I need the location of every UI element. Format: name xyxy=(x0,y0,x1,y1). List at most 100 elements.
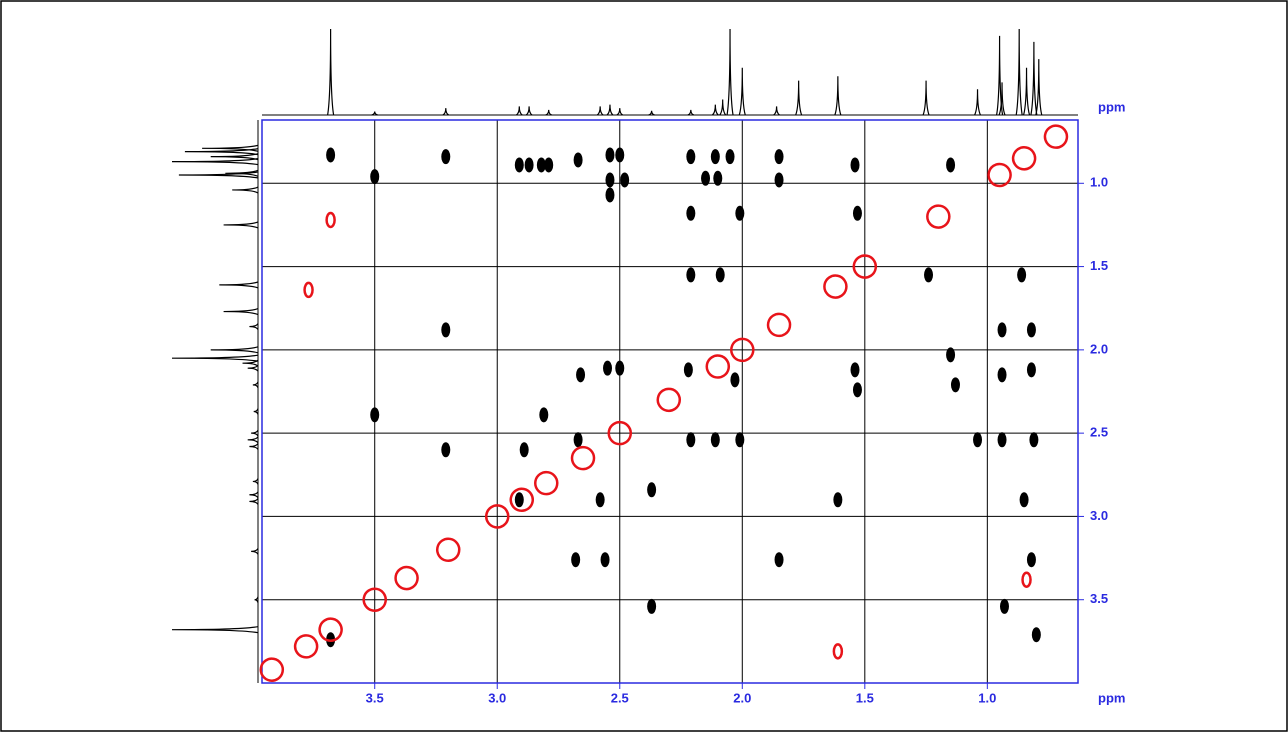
positive-peak xyxy=(1026,322,1036,338)
positive-peak xyxy=(950,377,960,393)
positive-peak xyxy=(1017,267,1027,283)
negative-peak xyxy=(394,565,419,591)
negative-peak xyxy=(926,204,951,229)
left-projection-peak xyxy=(253,408,259,415)
left-projection-peak xyxy=(247,436,259,444)
positive-peak xyxy=(536,157,546,173)
positive-peak xyxy=(850,157,860,173)
top-projection-peak xyxy=(922,80,930,116)
positive-peak xyxy=(1019,492,1029,508)
positive-peak xyxy=(710,149,720,165)
positive-peak xyxy=(686,149,696,165)
positive-peak xyxy=(683,362,693,378)
negative-peak xyxy=(259,657,285,682)
positive-peak xyxy=(946,347,956,363)
positive-peak xyxy=(519,442,529,458)
positive-peak xyxy=(735,432,745,448)
positive-peak xyxy=(571,552,581,568)
positive-peak xyxy=(730,372,740,388)
positive-peak xyxy=(1026,552,1036,568)
y-tick-label: 1.5 xyxy=(1090,258,1108,273)
positive-peak xyxy=(605,147,615,163)
positive-peak xyxy=(1031,627,1041,643)
positive-peak xyxy=(441,322,451,338)
left-projection-peak xyxy=(249,498,259,505)
y-tick-label: 3.0 xyxy=(1090,508,1108,523)
negative-peak xyxy=(705,354,731,379)
x-tick-label: 3.0 xyxy=(488,690,506,705)
positive-peak xyxy=(605,187,615,203)
positive-peak xyxy=(686,432,696,448)
positive-peak xyxy=(524,157,534,173)
negative-peak xyxy=(656,387,682,413)
top-projection-peak xyxy=(545,109,552,116)
positive-peak xyxy=(997,322,1007,338)
negative-peak xyxy=(318,617,343,642)
left-projection-peak xyxy=(202,144,259,152)
positive-peak xyxy=(539,407,549,423)
left-projection-peak xyxy=(223,307,259,316)
positive-peak xyxy=(615,147,625,163)
positive-peak xyxy=(514,492,524,508)
positive-peak xyxy=(852,205,862,221)
left-projection-peak xyxy=(210,346,259,354)
positive-peak xyxy=(997,432,1007,448)
negative-peak xyxy=(362,587,387,612)
negative-peak xyxy=(832,643,844,660)
positive-peak xyxy=(686,205,696,221)
negative-peak xyxy=(435,537,461,562)
left-projection-peak xyxy=(219,281,259,289)
negative-peak xyxy=(293,634,319,659)
x-tick-label: 3.5 xyxy=(366,690,384,705)
top-projection-peak xyxy=(687,109,695,116)
positive-peak xyxy=(595,492,605,508)
top-projection-peak xyxy=(795,80,803,116)
negative-peak xyxy=(852,254,878,279)
y-tick-label: 3.5 xyxy=(1090,591,1108,606)
negative-peak xyxy=(766,312,792,338)
positive-peak xyxy=(735,205,745,221)
top-projection-peak xyxy=(1015,28,1023,116)
positive-peak xyxy=(514,157,524,173)
x-tick-label: 2.0 xyxy=(733,690,751,705)
left-projection-peak xyxy=(251,548,259,555)
x-tick-label: 2.5 xyxy=(611,690,629,705)
positive-peak xyxy=(715,267,725,283)
positive-peak xyxy=(1029,432,1039,448)
negative-peak xyxy=(987,162,1012,188)
y-tick-label: 1.0 xyxy=(1090,175,1108,190)
positive-peak xyxy=(620,172,630,188)
positive-peak xyxy=(852,382,862,398)
negative-peak xyxy=(303,281,314,299)
left-projection-peak xyxy=(223,221,259,229)
positive-peak xyxy=(713,170,723,186)
negative-peak xyxy=(1011,146,1037,171)
positive-peak xyxy=(326,147,336,163)
positive-peak xyxy=(833,492,843,508)
top-projection-peak xyxy=(1035,59,1043,116)
left-projection-peak xyxy=(254,596,259,603)
left-projection-peak xyxy=(225,169,259,177)
positive-peak xyxy=(997,367,1007,383)
positive-peak xyxy=(774,552,784,568)
negative-peak xyxy=(730,337,755,363)
left-projection-peak xyxy=(247,364,259,372)
y-axis-label: ppm xyxy=(1098,99,1125,114)
top-projection-peak xyxy=(648,110,655,116)
positive-peak xyxy=(1026,362,1036,378)
negative-peak xyxy=(484,504,510,529)
top-projection-peak xyxy=(834,76,842,116)
left-projection-peak xyxy=(242,359,259,367)
top-projection-peak xyxy=(515,106,523,116)
positive-peak xyxy=(600,552,610,568)
plot-frame xyxy=(261,119,1079,684)
left-projection-peak xyxy=(232,186,259,194)
top-projection-peak xyxy=(773,106,780,116)
top-projection-peak xyxy=(738,67,746,116)
left-projection-peak xyxy=(251,429,259,437)
positive-peak xyxy=(544,157,554,173)
positive-peak xyxy=(774,149,784,165)
